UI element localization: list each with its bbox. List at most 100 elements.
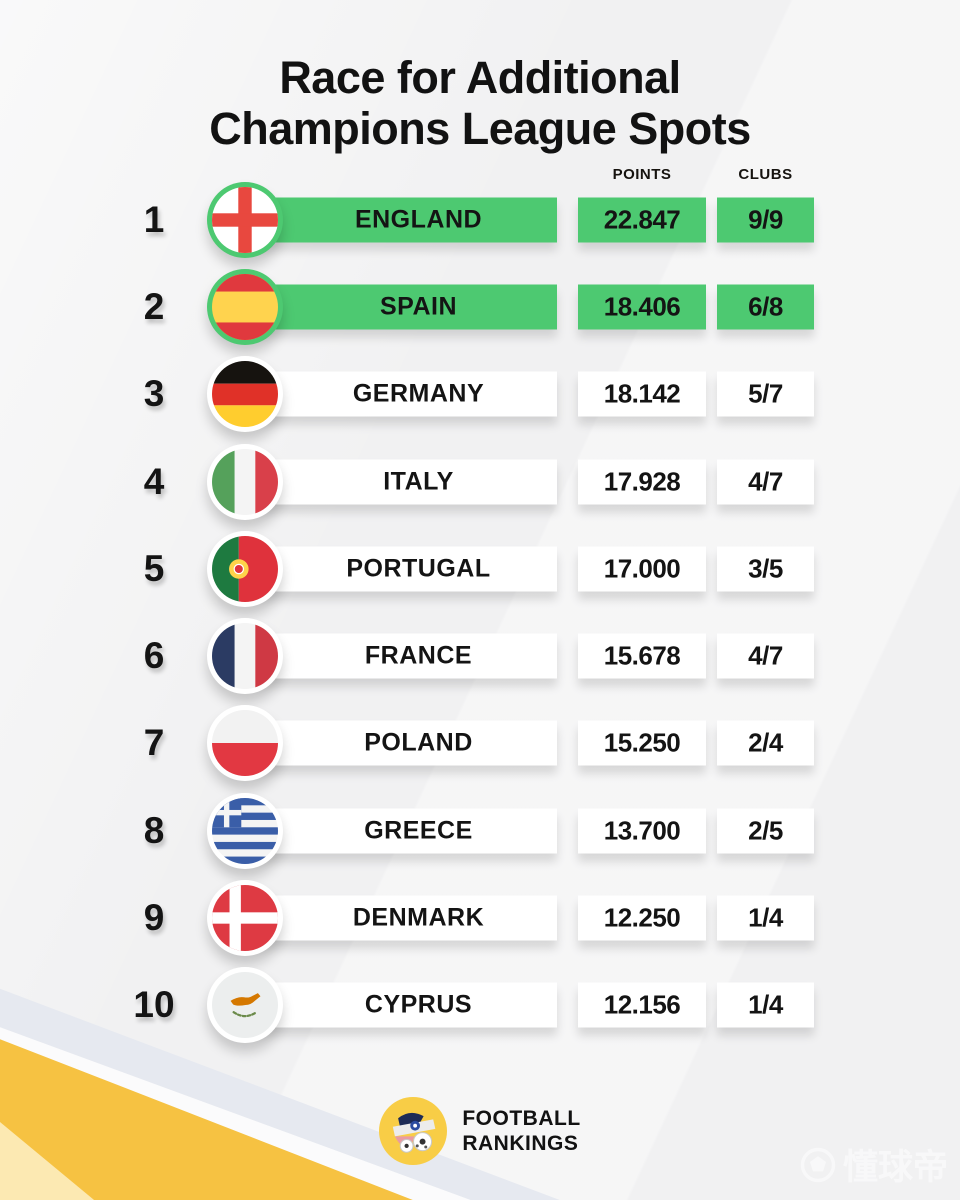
football-rankings-logo-icon — [379, 1097, 448, 1165]
country-name-bar: ITALY — [252, 459, 557, 505]
ranking-row: 9 DENMARK 12.250 1/4 — [0, 874, 960, 961]
country-name-bar: DENMARK — [252, 895, 557, 941]
country-name: PORTUGAL — [346, 554, 491, 583]
points-value: 13.700 — [603, 815, 681, 846]
clubs-cell: 3/5 — [717, 546, 814, 592]
points-cell: 15.678 — [578, 633, 706, 679]
country-name-bar: GREECE — [252, 808, 557, 854]
portugal-flag-icon — [207, 530, 283, 607]
points-value: 15.250 — [603, 727, 681, 758]
clubs-column-header: CLUBS — [738, 166, 793, 183]
rank-number: 9 — [143, 897, 165, 939]
ranking-row: 3 GERMANY 18.142 5/7 — [0, 351, 960, 438]
rank-number: 5 — [143, 547, 165, 589]
clubs-cell: 2/4 — [717, 720, 814, 766]
country-name-bar: POLAND — [252, 720, 557, 766]
clubs-value: 3/5 — [748, 553, 783, 584]
germany-flag-icon — [207, 356, 283, 433]
points-cell: 12.250 — [578, 895, 706, 941]
rank-number: 8 — [143, 809, 165, 851]
ranking-row: 2 SPAIN 18.406 6/8 — [0, 263, 960, 350]
clubs-cell: 5/7 — [717, 371, 814, 417]
clubs-cell: 4/7 — [717, 459, 814, 505]
points-cell: 17.000 — [578, 546, 706, 592]
points-cell: 18.406 — [578, 284, 706, 330]
england-flag-icon — [207, 181, 283, 258]
points-cell: 13.700 — [578, 808, 706, 854]
greece-flag-icon — [207, 792, 283, 869]
points-cell: 22.847 — [578, 197, 706, 243]
denmark-flag-icon — [207, 880, 283, 957]
poland-flag-icon — [207, 705, 283, 782]
country-name: ENGLAND — [354, 205, 483, 234]
country-name-bar: FRANCE — [252, 633, 557, 679]
ranking-row: 6 FRANCE 15.678 4/7 — [0, 612, 960, 699]
points-value: 12.250 — [603, 902, 681, 933]
watermark-text: 懂球帝 — [842, 1148, 948, 1187]
spain-flag-icon — [207, 268, 283, 345]
france-flag-icon — [207, 618, 283, 695]
clubs-cell: 2/5 — [717, 808, 814, 854]
clubs-cell: 4/7 — [717, 633, 814, 679]
footer-brand: FOOTBALL RANKINGS — [0, 1097, 960, 1165]
points-value: 17.000 — [603, 553, 681, 584]
country-name: GREECE — [364, 816, 473, 845]
points-value: 12.156 — [603, 989, 681, 1020]
country-name-bar: SPAIN — [252, 284, 557, 330]
clubs-cell: 1/4 — [717, 982, 814, 1028]
country-name: ITALY — [383, 467, 454, 496]
dongqiudi-watermark: 懂球帝 — [800, 1139, 948, 1190]
brand-line-1: FOOTBALL — [462, 1106, 581, 1130]
country-name: DENMARK — [352, 903, 485, 932]
title-line-2: Champions League Spots — [209, 103, 751, 155]
rank-number: 4 — [143, 460, 165, 502]
rank-number: 6 — [143, 635, 165, 677]
ranking-row: 10 CYPRUS 12.156 1/4 — [0, 962, 960, 1049]
clubs-cell: 9/9 — [717, 197, 814, 243]
rank-number: 3 — [143, 373, 165, 415]
rank-number: 7 — [143, 722, 165, 764]
country-name: CYPRUS — [364, 990, 473, 1019]
football-ball-icon — [800, 1147, 836, 1182]
points-value: 18.406 — [603, 291, 681, 322]
rank-number: 10 — [133, 984, 175, 1026]
points-value: 22.847 — [603, 204, 681, 235]
points-cell: 17.928 — [578, 459, 706, 505]
ranking-table: 1 ENGLAND 22.847 9/9 2 SPAIN 18.406 6/8 — [0, 176, 960, 1049]
points-value: 17.928 — [603, 466, 681, 497]
clubs-value: 5/7 — [748, 378, 783, 409]
country-name-bar: GERMANY — [252, 371, 557, 417]
points-column-header: POINTS — [612, 166, 672, 183]
clubs-value: 1/4 — [748, 902, 783, 933]
rank-number: 2 — [143, 285, 165, 327]
ranking-row: 4 ITALY 17.928 4/7 — [0, 438, 960, 525]
clubs-value: 2/4 — [748, 727, 783, 758]
country-name: GERMANY — [352, 379, 485, 408]
points-cell: 12.156 — [578, 982, 706, 1028]
cyprus-flag-icon — [207, 967, 283, 1044]
points-cell: 18.142 — [578, 371, 706, 417]
ranking-row: 8 GREECE 13.700 2/5 — [0, 787, 960, 874]
italy-flag-icon — [207, 443, 283, 520]
ranking-row: 1 ENGLAND 22.847 9/9 — [0, 176, 960, 263]
country-name-bar: CYPRUS — [252, 982, 557, 1028]
clubs-cell: 6/8 — [717, 284, 814, 330]
clubs-cell: 1/4 — [717, 895, 814, 941]
clubs-value: 4/7 — [748, 640, 783, 671]
country-name: SPAIN — [379, 292, 458, 321]
points-value: 15.678 — [603, 640, 681, 671]
country-name-bar: ENGLAND — [252, 197, 557, 243]
ranking-row: 5 PORTUGAL 17.000 3/5 — [0, 525, 960, 612]
country-name-bar: PORTUGAL — [252, 546, 557, 592]
clubs-value: 1/4 — [748, 989, 783, 1020]
brand-line-2: RANKINGS — [462, 1132, 579, 1155]
page-title: Race for Additional Champions League Spot… — [0, 52, 960, 155]
brand-name: FOOTBALL RANKINGS — [462, 1106, 580, 1156]
country-name: POLAND — [364, 728, 473, 757]
points-cell: 15.250 — [578, 720, 706, 766]
country-name: FRANCE — [364, 641, 473, 670]
clubs-value: 4/7 — [748, 466, 783, 497]
points-value: 18.142 — [603, 378, 681, 409]
ranking-row: 7 POLAND 15.250 2/4 — [0, 700, 960, 787]
